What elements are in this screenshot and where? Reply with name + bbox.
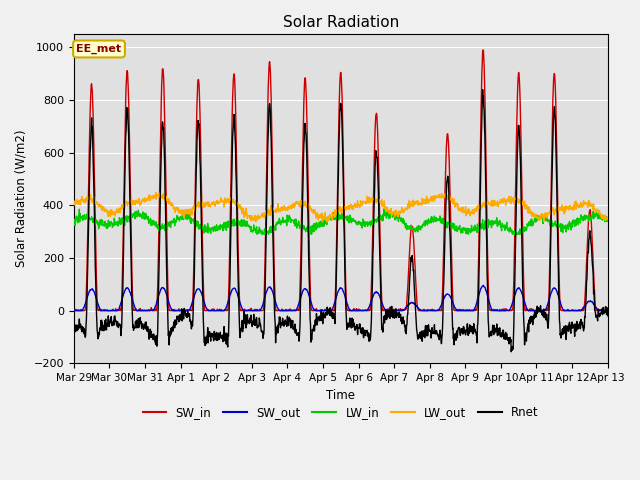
- Text: EE_met: EE_met: [76, 44, 122, 54]
- LW_in: [253, 231, 261, 237]
- SW_out: [70, 308, 77, 313]
- LW_in: [494, 218, 502, 224]
- SW_in: [176, 308, 184, 313]
- X-axis label: Time: Time: [326, 389, 355, 402]
- LW_in: [189, 217, 196, 223]
- Title: Solar Radiation: Solar Radiation: [283, 15, 399, 30]
- Rnet: [189, 323, 196, 329]
- SW_in: [424, 308, 431, 313]
- LW_out: [152, 190, 159, 195]
- SW_in: [70, 307, 77, 313]
- SW_out: [479, 282, 487, 288]
- Legend: SW_in, SW_out, LW_in, LW_out, Rnet: SW_in, SW_out, LW_in, LW_out, Rnet: [138, 401, 543, 423]
- SW_in: [189, 296, 196, 301]
- LW_in: [70, 223, 77, 228]
- LW_out: [189, 205, 196, 211]
- LW_in: [248, 229, 256, 235]
- LW_in: [176, 218, 184, 224]
- SW_in: [541, 307, 549, 312]
- Rnet: [424, 332, 431, 337]
- LW_in: [541, 216, 549, 222]
- LW_in: [604, 218, 612, 224]
- Line: Rnet: Rnet: [74, 90, 608, 352]
- Rnet: [479, 87, 486, 93]
- SW_in: [604, 307, 612, 313]
- Line: LW_out: LW_out: [74, 192, 608, 222]
- LW_out: [176, 209, 184, 215]
- SW_in: [494, 308, 502, 313]
- Rnet: [508, 349, 515, 355]
- SW_out: [189, 298, 196, 303]
- LW_out: [424, 196, 432, 202]
- Rnet: [541, 311, 549, 317]
- SW_out: [249, 308, 257, 313]
- LW_out: [70, 201, 77, 206]
- Line: LW_in: LW_in: [74, 209, 608, 234]
- Rnet: [70, 329, 77, 335]
- Rnet: [604, 313, 612, 319]
- Line: SW_in: SW_in: [74, 50, 608, 311]
- Line: SW_out: SW_out: [74, 285, 608, 311]
- SW_in: [479, 47, 487, 53]
- SW_out: [176, 308, 184, 313]
- LW_out: [249, 217, 257, 223]
- SW_out: [604, 308, 612, 313]
- SW_out: [71, 308, 79, 313]
- Rnet: [248, 324, 256, 329]
- LW_in: [424, 220, 432, 226]
- LW_out: [323, 219, 331, 225]
- SW_in: [249, 308, 257, 313]
- Rnet: [176, 318, 184, 324]
- Y-axis label: Solar Radiation (W/m2): Solar Radiation (W/m2): [15, 130, 28, 267]
- LW_out: [604, 214, 612, 220]
- LW_in: [380, 206, 388, 212]
- SW_in: [70, 308, 78, 313]
- SW_out: [424, 308, 431, 313]
- SW_out: [541, 308, 549, 313]
- LW_out: [494, 202, 502, 207]
- Rnet: [493, 333, 501, 338]
- SW_out: [494, 308, 502, 313]
- LW_out: [541, 214, 549, 220]
